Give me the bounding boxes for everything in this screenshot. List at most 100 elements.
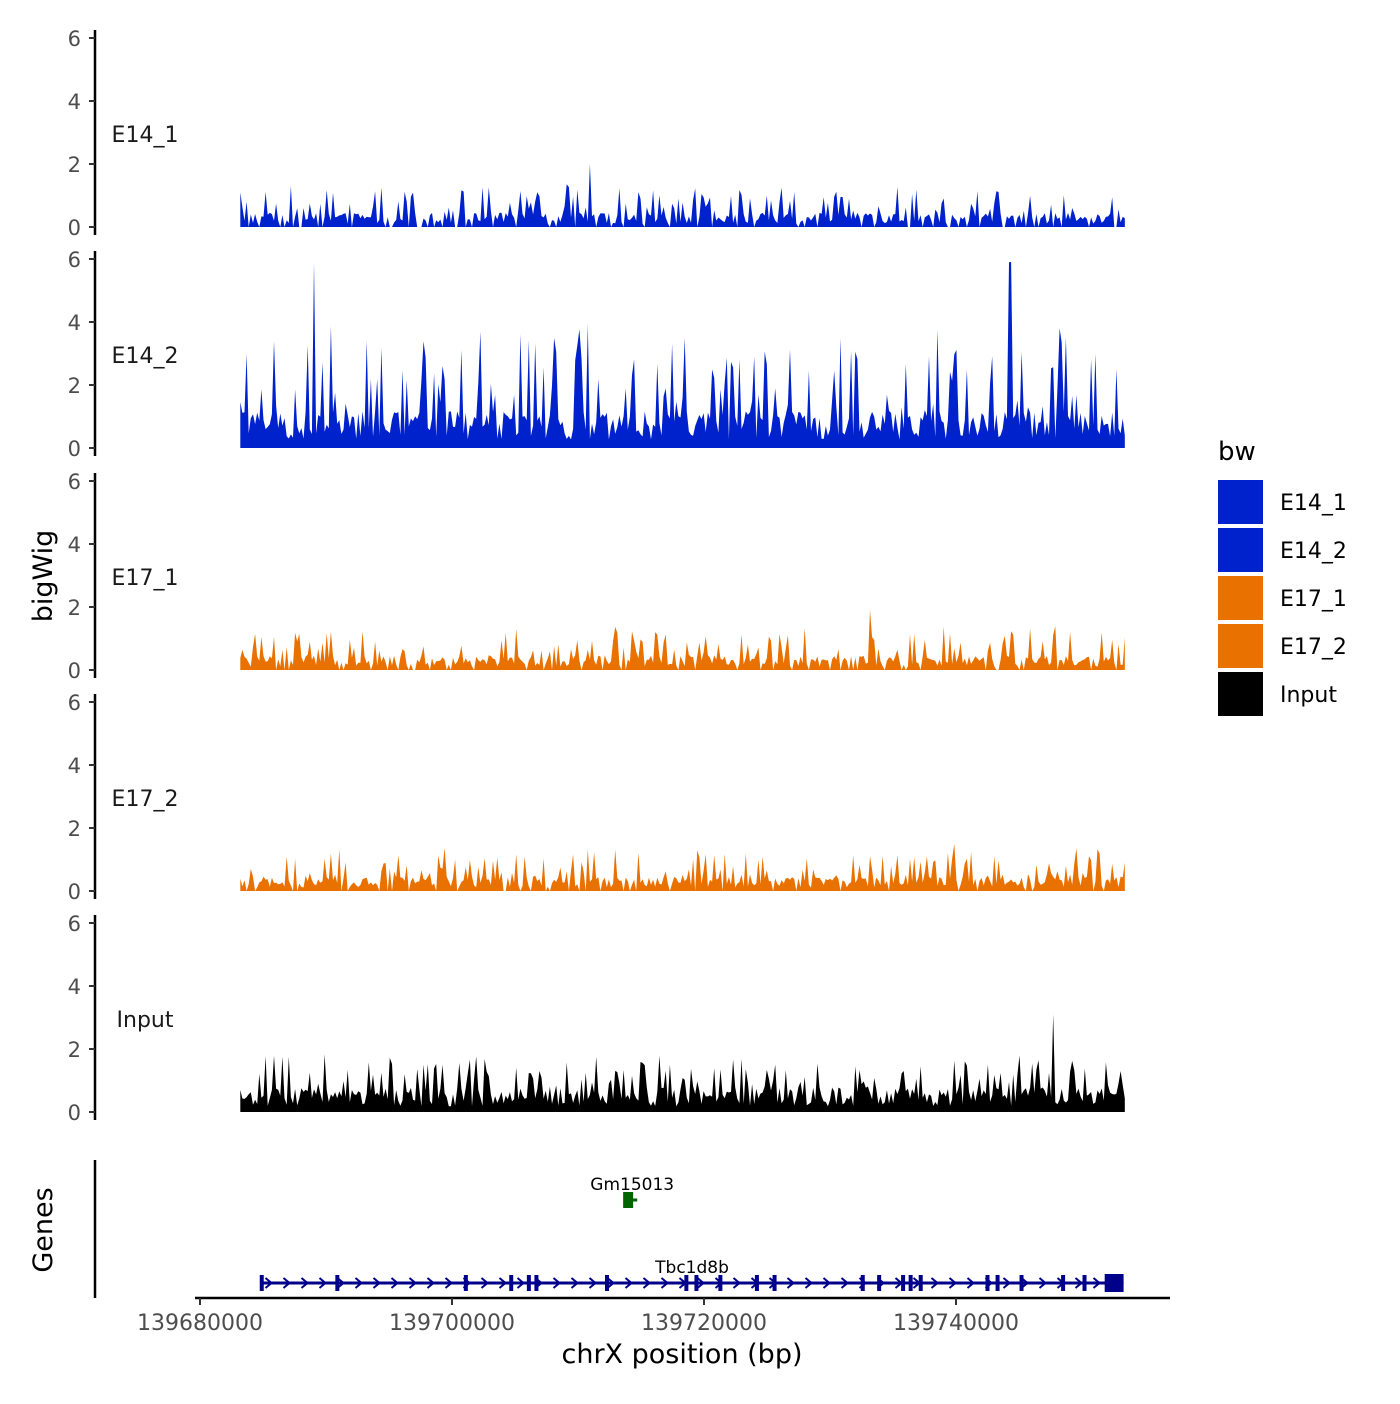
x-tick-label: 139740000 xyxy=(893,1311,1019,1336)
exon xyxy=(623,1192,634,1208)
strand-arrow xyxy=(1002,1277,1012,1289)
strand-arrow xyxy=(1074,1277,1084,1289)
y-tick-label: 2 xyxy=(68,1038,81,1062)
legend-label: E14_2 xyxy=(1280,539,1347,564)
exon xyxy=(335,1275,340,1291)
track-label: E14_2 xyxy=(112,344,179,369)
y-tick-label: 2 xyxy=(68,153,81,177)
legend-swatch-E17_1 xyxy=(1218,576,1263,620)
legend-swatch-E14_2 xyxy=(1218,528,1263,572)
exon xyxy=(1019,1275,1024,1291)
exon xyxy=(1061,1275,1066,1291)
y-tick-label: 0 xyxy=(68,216,81,240)
y-tick-label: 6 xyxy=(68,912,81,936)
exon xyxy=(694,1275,699,1291)
exon xyxy=(985,1275,990,1291)
strand-arrow xyxy=(696,1277,706,1289)
y-tick-label: 4 xyxy=(68,90,81,114)
strand-arrow xyxy=(570,1277,580,1289)
legend-label: Input xyxy=(1280,683,1337,708)
legend-label: E17_2 xyxy=(1280,635,1347,660)
exon xyxy=(534,1275,539,1291)
exon xyxy=(604,1275,609,1291)
y-tick-label: 6 xyxy=(68,248,81,272)
strand-arrow xyxy=(642,1277,652,1289)
y-tick-label: 2 xyxy=(68,817,81,841)
y-tick-label: 6 xyxy=(68,691,81,715)
exon xyxy=(509,1275,514,1291)
strand-arrow xyxy=(480,1277,490,1289)
y-axis-title: bigWig xyxy=(28,530,59,623)
gene-label: Gm15013 xyxy=(590,1175,674,1195)
y-tick-label: 4 xyxy=(68,754,81,778)
strand-arrow xyxy=(840,1277,850,1289)
strand-arrow xyxy=(930,1277,940,1289)
gene-label: Tbc1d8b xyxy=(654,1258,729,1278)
x-tick-label: 139680000 xyxy=(137,1311,263,1336)
coverage-tracks: 0 2 4 6 E14_1 0 2 4 6 E14_2 0 2 4 6 E17_1 0 2 4 6 E17_2 0 2 4 6… xyxy=(68,27,1125,1125)
legend: bw E14_1 E14_2 E17_1 E17_2 Input xyxy=(1218,437,1347,716)
exon xyxy=(526,1275,531,1291)
strand-arrow xyxy=(498,1277,508,1289)
x-axis: 139680000 139700000 139720000 139740000 xyxy=(137,1296,1170,1336)
strand-arrow xyxy=(444,1277,454,1289)
strand-arrow xyxy=(606,1277,616,1289)
strand-arrow xyxy=(1038,1277,1048,1289)
y-tick-label: 0 xyxy=(68,437,81,461)
genes-panel: Genes Gm15013 Tbc1d8b xyxy=(28,1160,1124,1298)
strand-arrow xyxy=(390,1277,400,1289)
strand-arrow xyxy=(822,1277,832,1289)
strand-arrow xyxy=(804,1277,814,1289)
strand-arrow xyxy=(516,1277,526,1289)
y-tick-label: 6 xyxy=(68,470,81,494)
exon xyxy=(754,1275,759,1291)
legend-label: E14_1 xyxy=(1280,491,1347,516)
strand-arrow xyxy=(408,1277,418,1289)
strand-arrow xyxy=(264,1277,274,1289)
exon xyxy=(901,1275,906,1291)
track-label: E14_1 xyxy=(112,123,179,148)
coverage-area-E17_2 xyxy=(240,843,1125,891)
coverage-area-Input xyxy=(240,1014,1125,1112)
strand-arrow xyxy=(966,1277,976,1289)
x-axis-title: chrX position (bp) xyxy=(561,1339,802,1370)
coverage-area-E17_1 xyxy=(240,610,1125,670)
y-tick-label: 6 xyxy=(68,27,81,51)
strand-arrow xyxy=(372,1277,382,1289)
strand-arrow xyxy=(282,1277,292,1289)
strand-arrow xyxy=(786,1277,796,1289)
strand-arrow xyxy=(624,1277,634,1289)
exon xyxy=(259,1275,264,1291)
strand-arrow xyxy=(948,1277,958,1289)
y-tick-label: 4 xyxy=(68,533,81,557)
exon xyxy=(684,1275,689,1291)
y-tick-label: 4 xyxy=(68,311,81,335)
track-E17_1: 0 2 4 6 E17_1 xyxy=(68,470,1125,683)
exon xyxy=(908,1275,913,1291)
exon xyxy=(918,1275,923,1291)
x-tick-label: 139720000 xyxy=(641,1311,767,1336)
strand-arrow xyxy=(318,1277,328,1289)
gene-Gm15013: Gm15013 xyxy=(590,1175,674,1208)
strand-arrow xyxy=(552,1277,562,1289)
coverage-area-E14_1 xyxy=(240,164,1125,227)
y-tick-label: 0 xyxy=(68,880,81,904)
legend-label: E17_1 xyxy=(1280,587,1347,612)
y-tick-label: 0 xyxy=(68,659,81,683)
legend-swatch-E14_1 xyxy=(1218,480,1263,524)
track-label: E17_2 xyxy=(112,787,179,812)
legend-title: bw xyxy=(1218,437,1256,467)
legend-swatch-Input xyxy=(1218,672,1263,716)
strand-arrow xyxy=(660,1277,670,1289)
strand-arrow xyxy=(336,1277,346,1289)
x-tick-label: 139700000 xyxy=(389,1311,515,1336)
track-Input: 0 2 4 6 Input xyxy=(68,912,1125,1125)
y-tick-label: 2 xyxy=(68,374,81,398)
exon xyxy=(1082,1275,1087,1291)
exon xyxy=(995,1275,1000,1291)
strand-arrow xyxy=(426,1277,436,1289)
strand-arrow xyxy=(1092,1277,1102,1289)
exon xyxy=(718,1275,723,1291)
strand-arrow xyxy=(300,1277,310,1289)
gene-end-block xyxy=(1104,1274,1124,1292)
